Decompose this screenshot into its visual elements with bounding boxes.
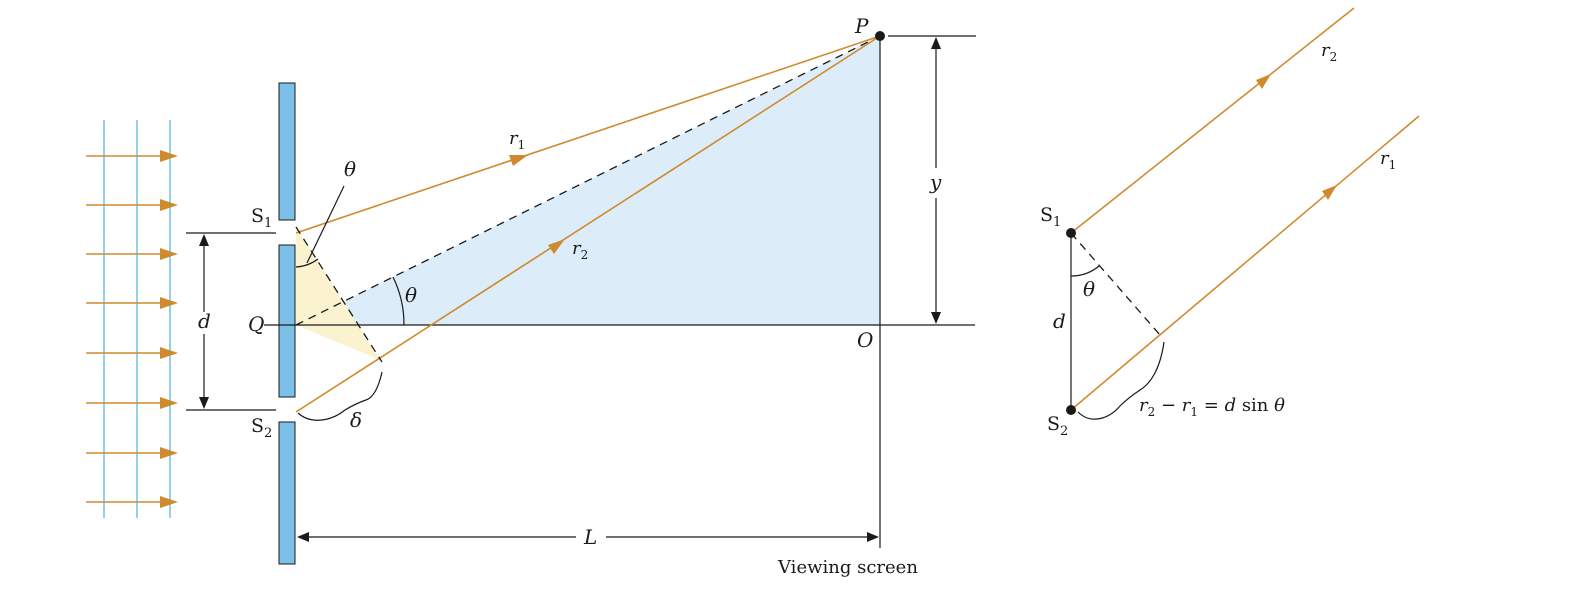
right-label-d: d xyxy=(1053,309,1066,333)
barrier-top xyxy=(278,82,296,221)
right-brace xyxy=(1077,341,1165,420)
label-delta: δ xyxy=(350,408,362,432)
label-y: y xyxy=(929,170,942,194)
label-S2: S2 xyxy=(251,415,272,441)
right-formula: r2 − r1 = d sin θ xyxy=(1139,395,1285,419)
right-label-r2: r2 xyxy=(1321,40,1337,64)
right-point-S2 xyxy=(1066,405,1076,415)
right-label-theta: θ xyxy=(1083,277,1095,301)
barrier-bottom xyxy=(278,421,296,565)
label-theta-top: θ xyxy=(344,157,356,181)
label-r1: r1 xyxy=(509,128,525,152)
label-Q: Q xyxy=(248,312,264,336)
ray-r2 xyxy=(295,35,881,413)
right-dashed-perpendicular xyxy=(1070,232,1161,336)
right-label-S1: S1 xyxy=(1040,204,1061,230)
dashed-Q-to-P xyxy=(295,39,873,326)
ray-r1 xyxy=(295,35,881,234)
right-point-S1 xyxy=(1066,228,1076,238)
label-L: L xyxy=(583,525,597,549)
dashed-perpendicular xyxy=(295,226,383,363)
right-label-r1: r1 xyxy=(1380,148,1396,172)
right-theta-arc xyxy=(1070,265,1100,277)
theta-arc-slit xyxy=(295,258,319,268)
y-dimension-arrow xyxy=(931,37,941,324)
right-label-S2: S2 xyxy=(1047,413,1068,439)
theta-arc-center xyxy=(392,276,405,326)
theta-leader xyxy=(306,185,345,264)
label-P: P xyxy=(854,14,869,38)
label-d: d xyxy=(198,309,211,333)
L-dimension-arrow xyxy=(297,532,879,542)
label-r2: r2 xyxy=(572,238,588,262)
label-viewing-screen: Viewing screen xyxy=(777,557,918,578)
incident-rays xyxy=(86,150,178,508)
label-theta-center: θ xyxy=(405,283,417,307)
right-ray-r2 xyxy=(1070,7,1355,234)
label-S1: S1 xyxy=(251,205,272,231)
barrier-middle xyxy=(278,244,296,398)
label-O: O xyxy=(857,328,873,352)
right-ray-r1 xyxy=(1070,115,1420,411)
delta-brace xyxy=(297,371,383,421)
d-dimension-arrow xyxy=(199,234,209,409)
point-P xyxy=(875,31,885,41)
